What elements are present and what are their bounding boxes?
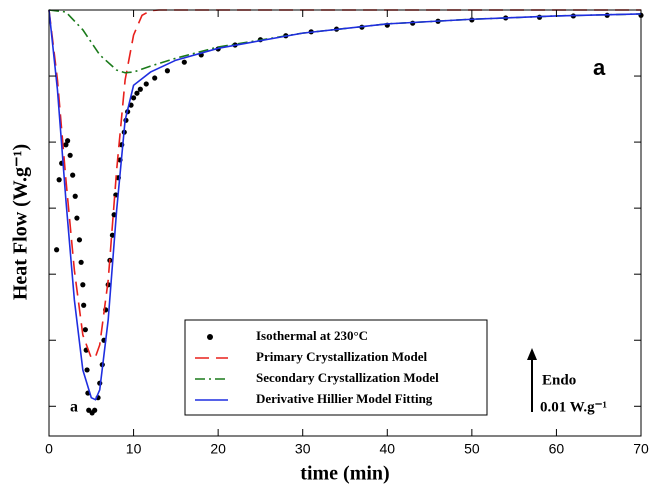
data-point xyxy=(65,138,71,144)
data-point xyxy=(82,327,88,333)
data-point xyxy=(130,95,137,101)
data-point xyxy=(92,407,98,413)
data-point xyxy=(76,237,83,243)
data-point xyxy=(84,367,90,373)
data-point xyxy=(143,81,149,87)
data-point xyxy=(137,86,143,92)
x-tick-label: 30 xyxy=(295,441,311,457)
x-tick-label: 60 xyxy=(549,441,565,457)
x-tick-label: 20 xyxy=(210,441,226,457)
data-point xyxy=(67,152,73,158)
legend-marker xyxy=(207,334,213,340)
x-tick-label: 10 xyxy=(126,441,142,457)
legend-label: Isothermal at 230°C xyxy=(256,328,368,343)
x-tick-label: 40 xyxy=(379,441,395,457)
series-line xyxy=(48,9,642,401)
data-point xyxy=(78,259,84,265)
legend-label: Secondary Crystallization Model xyxy=(256,370,439,385)
legend xyxy=(184,319,488,416)
data-point xyxy=(81,302,87,308)
x-tick-label: 0 xyxy=(45,441,53,457)
data-point xyxy=(54,247,60,253)
data-point xyxy=(164,68,170,74)
legend-label: Derivative Hillier Model Fitting xyxy=(256,391,433,406)
scale-label: 0.01 W.g⁻¹ xyxy=(540,399,607,415)
endo-arrowhead xyxy=(527,348,537,360)
y-axis-label: Heat Flow (W.g⁻¹) xyxy=(10,144,32,300)
data-point xyxy=(109,232,116,238)
data-point xyxy=(72,193,78,199)
data-point xyxy=(70,172,76,178)
x-tick-label: 50 xyxy=(464,441,480,457)
plot-area xyxy=(48,9,644,416)
legend-entries: Isothermal at 230°C Primary Crystallizati… xyxy=(195,328,439,406)
endo-label: Endo xyxy=(542,372,576,388)
data-point xyxy=(134,90,140,96)
data-point xyxy=(80,282,86,288)
curve-label: a xyxy=(70,399,78,416)
plot-frame xyxy=(48,9,642,437)
panel-label: a xyxy=(593,55,606,80)
legend-label: Primary Crystallization Model xyxy=(256,349,428,364)
data-point xyxy=(74,215,80,221)
data-point xyxy=(63,142,69,148)
data-point xyxy=(152,75,158,81)
series-line xyxy=(48,9,641,360)
data-point xyxy=(56,177,62,183)
x-axis-label: time (min) xyxy=(300,463,389,485)
data-point xyxy=(181,59,187,65)
x-tick-label: 70 xyxy=(633,441,649,457)
